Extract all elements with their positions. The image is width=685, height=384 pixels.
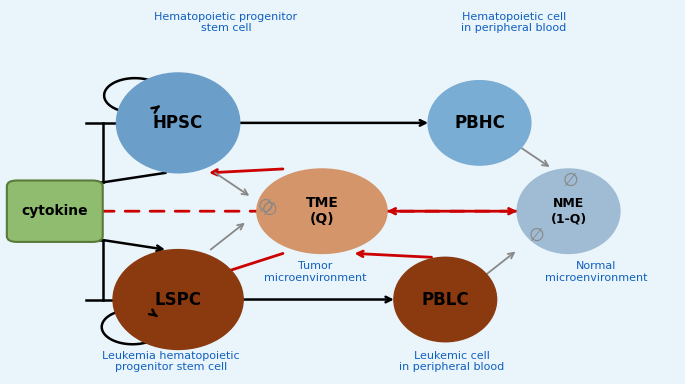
Text: PBHC: PBHC <box>454 114 505 132</box>
Text: LSPC: LSPC <box>155 291 201 308</box>
Text: Hematopoietic cell
in peripheral blood: Hematopoietic cell in peripheral blood <box>461 12 566 33</box>
Text: Hematopoietic progenitor
stem cell: Hematopoietic progenitor stem cell <box>155 12 297 33</box>
Text: NME
(1-Q): NME (1-Q) <box>551 197 586 225</box>
Ellipse shape <box>257 169 387 253</box>
Ellipse shape <box>116 73 240 173</box>
Ellipse shape <box>394 257 497 342</box>
Text: Normal
microenvironment: Normal microenvironment <box>545 261 647 283</box>
Text: cytokine: cytokine <box>21 204 88 218</box>
Ellipse shape <box>428 81 531 165</box>
FancyBboxPatch shape <box>7 180 103 242</box>
Ellipse shape <box>113 250 243 349</box>
Text: Leukemic cell
in peripheral blood: Leukemic cell in peripheral blood <box>399 351 505 372</box>
Text: ∅: ∅ <box>528 227 544 244</box>
Text: Leukemia hematopoietic
progenitor stem cell: Leukemia hematopoietic progenitor stem c… <box>103 351 240 372</box>
Ellipse shape <box>517 169 620 253</box>
Text: PBLC: PBLC <box>421 291 469 308</box>
Text: ∅: ∅ <box>562 172 578 190</box>
Text: HPSC: HPSC <box>153 114 203 132</box>
Text: ∅: ∅ <box>262 201 277 218</box>
Text: ∅: ∅ <box>258 198 273 215</box>
Text: TME
(Q): TME (Q) <box>306 196 338 226</box>
Text: Tumor
microenvironment: Tumor microenvironment <box>264 261 366 283</box>
